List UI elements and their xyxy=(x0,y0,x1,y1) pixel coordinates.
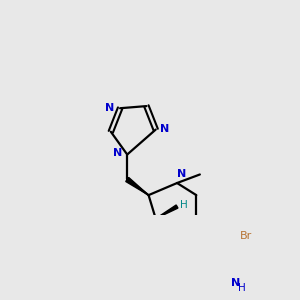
Text: N: N xyxy=(231,278,240,288)
Polygon shape xyxy=(126,177,148,195)
Text: N: N xyxy=(113,148,123,158)
Polygon shape xyxy=(156,205,178,219)
Text: N: N xyxy=(106,103,115,112)
Text: H: H xyxy=(238,283,246,293)
Text: Br: Br xyxy=(240,231,252,241)
Text: H: H xyxy=(180,200,188,210)
Text: N: N xyxy=(177,169,186,179)
Text: N: N xyxy=(160,124,170,134)
